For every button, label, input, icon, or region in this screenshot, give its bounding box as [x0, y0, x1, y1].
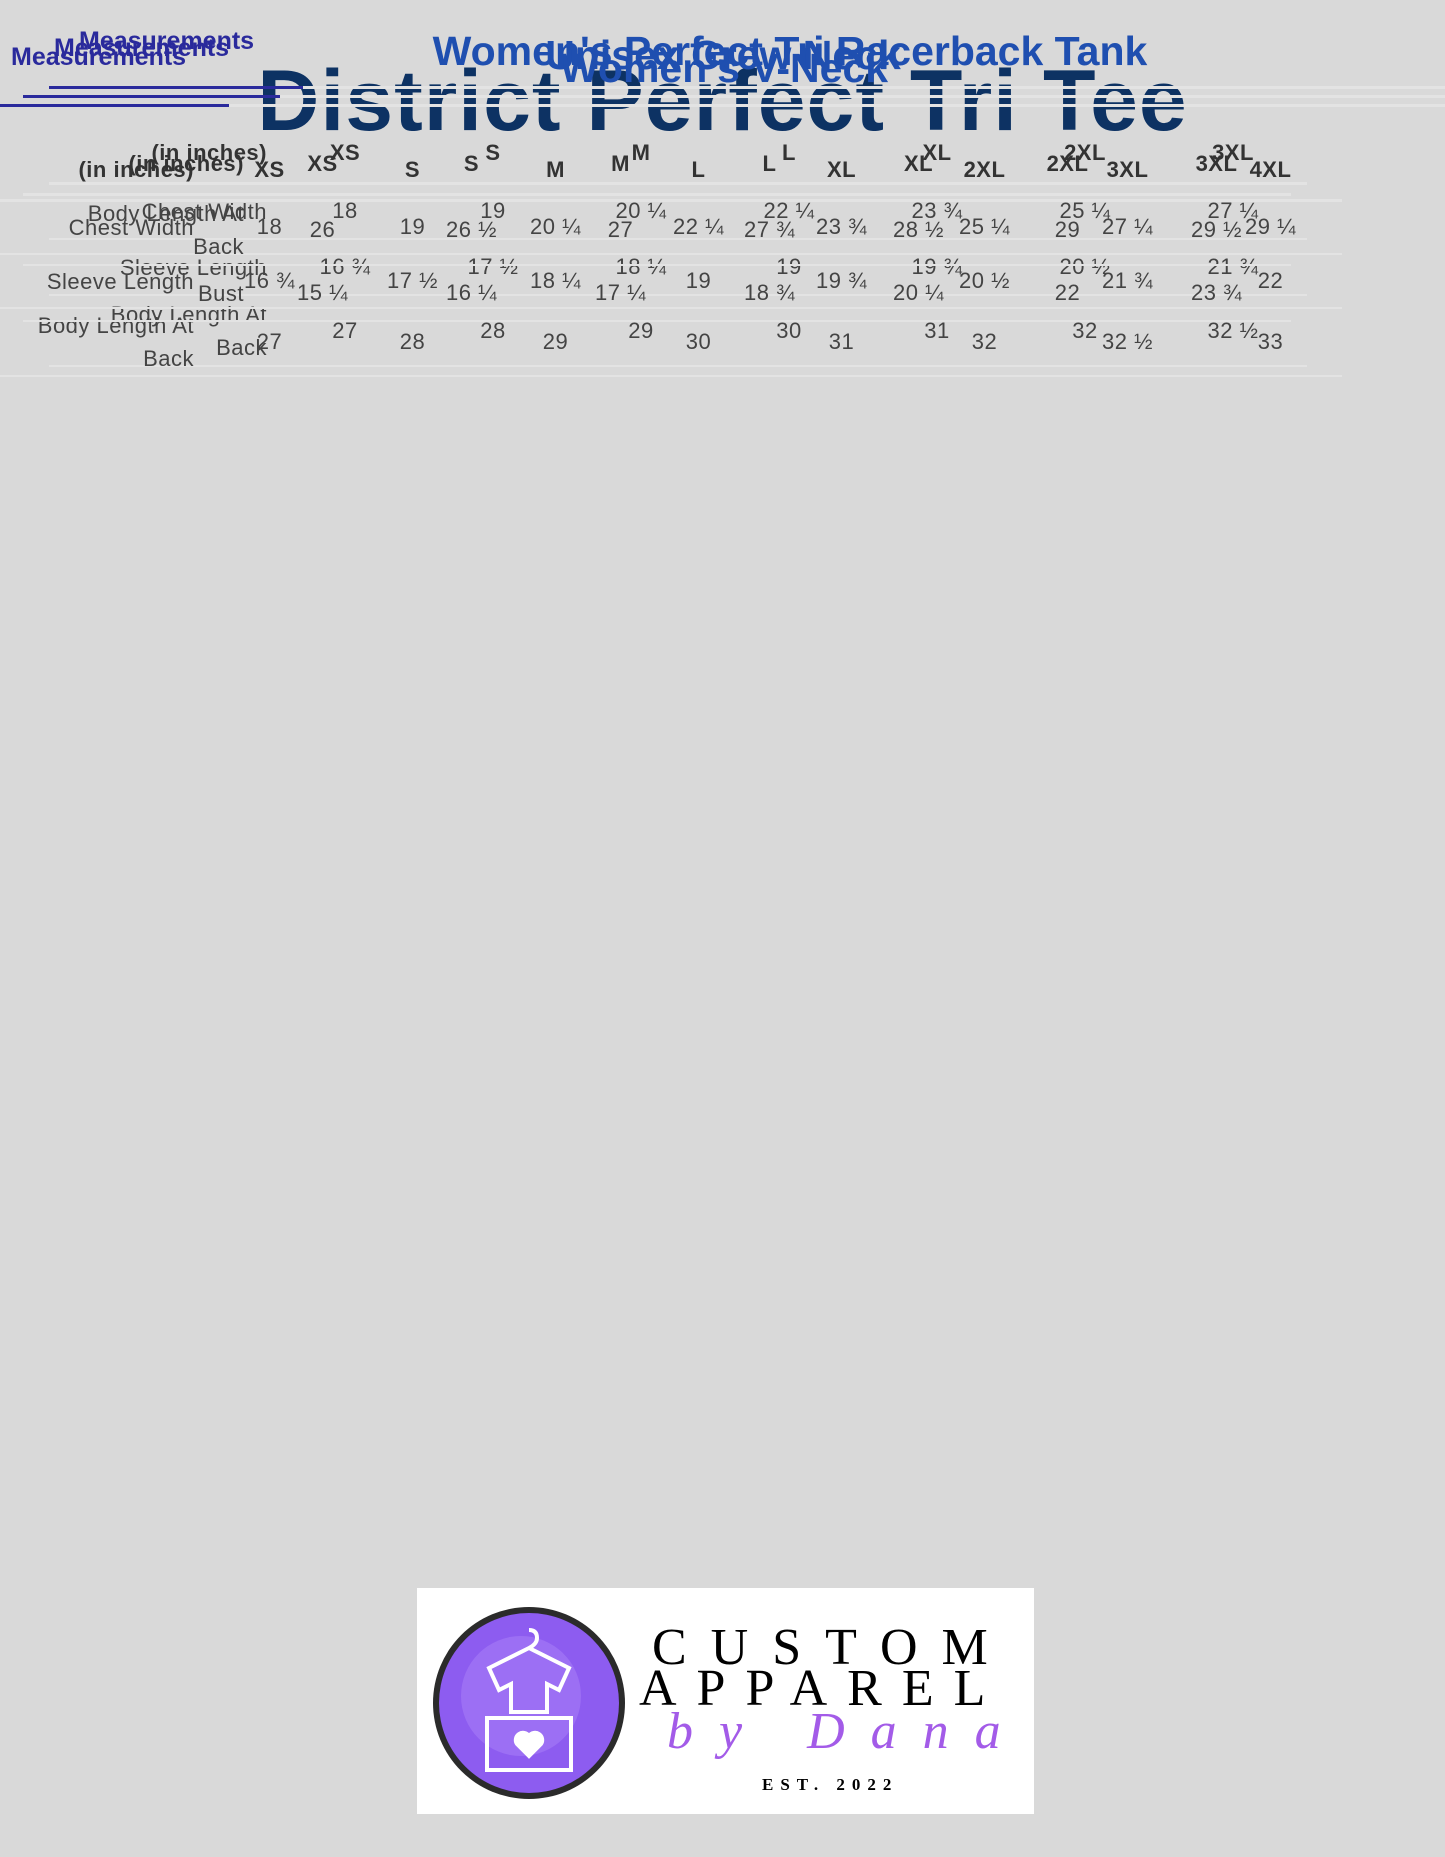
cell: 29 ½: [1142, 194, 1291, 266]
logo-icon: [485, 1628, 573, 1772]
cell: 20 ¼: [844, 265, 993, 322]
cell: 17 ¼: [546, 265, 695, 322]
tab-label: Measurements: [54, 34, 230, 62]
cell: 27 ¾: [695, 194, 844, 266]
logo-script: by Dana: [667, 1703, 1027, 1760]
tab-label: Measurements: [79, 27, 255, 55]
logo-line1: CUSTOM: [652, 1619, 1012, 1676]
table-row: Bust 15 ¼ 16 ¼ 17 ¼ 18 ¾ 20 ¼ 22 23 ¾: [23, 265, 1291, 322]
table-title: Women's Perfect Tri Racerback Tank: [432, 28, 1148, 74]
cell: 28 ½: [844, 194, 993, 266]
cell: XS: [248, 135, 397, 196]
divider: [280, 95, 1445, 98]
logo: CUSTOM APPAREL by Dana EST. 2022: [417, 1588, 1034, 1814]
tab-underline: [0, 104, 229, 107]
size-table: (in inches) XS S M L XL 2XL 3XL Body Length At B…: [23, 135, 1291, 322]
cell: XL: [844, 135, 993, 196]
divider: [303, 86, 1445, 89]
table-row: Body Length At Back 26 26 ½ 27 27 ¾ 28 ½ 29 29 …: [23, 194, 1291, 266]
tab-label: Measurements: [11, 43, 187, 71]
table-title: Women’s V-Neck: [559, 45, 889, 91]
cell: 29: [993, 194, 1142, 266]
cell: 22: [993, 265, 1142, 322]
cell: 16 ¼: [397, 265, 546, 322]
logo-line2: APPAREL: [639, 1660, 1005, 1717]
divider: [229, 104, 1445, 107]
row-label: Bust: [23, 265, 248, 322]
cell: 26: [248, 194, 397, 266]
logo-art: CUSTOM APPAREL by Dana EST. 2022: [433, 1607, 1027, 1799]
cell: 18 ¾: [695, 265, 844, 322]
size-panel: Measurements Women's Perfect Tri Racerbac…: [0, 28, 1445, 1254]
tab-underline: [23, 95, 280, 98]
size-panel: Measurements Women’s V-Neck (in inches) XS S…: [0, 43, 1445, 896]
panels: Measurements Unisex Crew Neck (in inches) X…: [0, 27, 1445, 1254]
header-row: (in inches) XS S M L XL 2XL 3XL: [23, 135, 1291, 196]
cell: L: [695, 135, 844, 196]
cell: 27: [546, 194, 695, 266]
row-label: Body Length At Back: [23, 194, 248, 266]
cell: 26 ½: [397, 194, 546, 266]
table-title: Unisex Crew Neck: [545, 32, 901, 78]
cell: 2XL: [993, 135, 1142, 196]
cell: 15 ¼: [248, 265, 397, 322]
cell: 3XL: [1142, 135, 1291, 196]
logo-est: EST. 2022: [762, 1775, 898, 1794]
cell: M: [546, 135, 695, 196]
tab-underline: [49, 86, 303, 89]
cell: S: [397, 135, 546, 196]
row-label: (in inches): [23, 135, 248, 196]
cell: 23 ¾: [1142, 265, 1291, 322]
